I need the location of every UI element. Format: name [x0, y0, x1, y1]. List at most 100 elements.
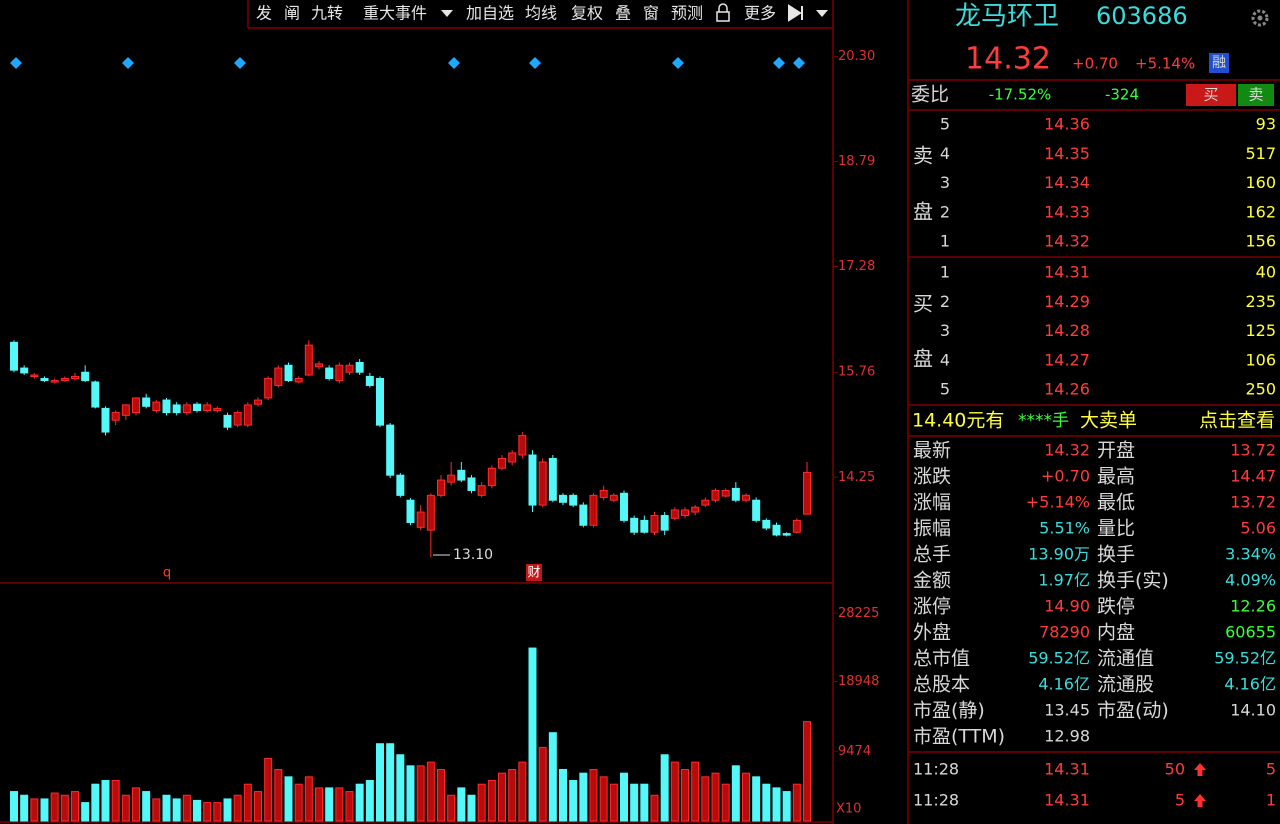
event-marker[interactable]: [448, 57, 460, 69]
stat-value: 14.90: [1044, 597, 1090, 616]
book-price: 14.31: [1044, 263, 1090, 282]
volume-bar: [325, 787, 334, 822]
stat-label: 换手: [1097, 544, 1135, 566]
volume-bar: [121, 794, 130, 822]
lock-icon[interactable]: [716, 11, 730, 22]
toolbar-item[interactable]: 发: [256, 4, 272, 23]
event-marker[interactable]: [672, 57, 684, 69]
stat-label: 流通值: [1097, 648, 1154, 670]
toolbar-item[interactable]: 更多: [744, 4, 776, 23]
event-tag[interactable]: q: [163, 566, 171, 581]
dropdown-icon[interactable]: [816, 10, 828, 17]
axis-unit: X10: [836, 802, 861, 817]
y-tick-label: 20.30: [838, 49, 875, 64]
stat-value: 3.34%: [1225, 545, 1276, 564]
candle-body: [152, 401, 161, 411]
book-level: 3: [940, 321, 950, 340]
candle-body: [416, 511, 425, 528]
candle-body: [721, 489, 730, 497]
expand-icon[interactable]: [788, 4, 803, 22]
toolbar-item[interactable]: 重大事件: [363, 4, 427, 23]
volume-bar: [457, 787, 466, 822]
volume-bar: [477, 783, 486, 822]
stat-value: 14.47: [1230, 467, 1276, 486]
volume-bar: [620, 772, 628, 822]
trade-count: 1: [1266, 791, 1276, 810]
book-price: 14.35: [1044, 144, 1090, 163]
sell-button[interactable]: [1238, 84, 1274, 106]
candle-body: [162, 399, 171, 414]
event-marker[interactable]: [773, 57, 785, 69]
buy-button[interactable]: [1186, 84, 1236, 106]
candle-body: [691, 506, 700, 513]
event-marker[interactable]: [234, 57, 246, 69]
candle-body: [254, 399, 262, 405]
event-marker[interactable]: [122, 57, 134, 69]
volume-bar: [223, 798, 232, 822]
candle-body: [803, 471, 811, 515]
candle-body: [396, 474, 405, 496]
toolbar-item[interactable]: 阐: [284, 4, 300, 23]
toolbar-item[interactable]: 预测: [671, 4, 703, 23]
candle-body: [467, 477, 476, 491]
volume-bar: [518, 761, 527, 822]
candle-body: [325, 367, 334, 379]
candle-body: [528, 454, 537, 506]
toolbar-item[interactable]: 窗: [643, 4, 659, 23]
price-change-pct: +5.14%: [1135, 55, 1195, 73]
low-annotation: 13.10: [453, 547, 493, 563]
stat-label: 量比: [1097, 518, 1135, 540]
dropdown-icon[interactable]: [441, 10, 453, 17]
event-marker[interactable]: [529, 57, 541, 69]
book-level: 4: [940, 350, 950, 369]
candle-body: [71, 375, 79, 379]
event-marker[interactable]: [793, 57, 805, 69]
toolbar-item[interactable]: 均线: [525, 4, 557, 23]
candle-body: [142, 397, 151, 407]
candle-body: [203, 404, 212, 411]
candle-body: [762, 519, 771, 529]
toolbar-item[interactable]: 叠: [615, 4, 631, 23]
trade-price: 14.31: [1044, 791, 1090, 810]
candle-body: [81, 371, 90, 382]
sell-label[interactable]: 卖: [1248, 86, 1263, 104]
event-tag-bg: [526, 564, 542, 581]
volume-bar: [406, 765, 415, 822]
volume-bar: [172, 798, 181, 822]
volume-bar: [437, 768, 445, 822]
candle-body: [498, 457, 506, 469]
candle-body: [660, 515, 669, 531]
last-price: 14.32: [965, 42, 1051, 77]
event-tag[interactable]: 财: [527, 566, 540, 581]
candle-body: [335, 364, 344, 382]
stat-label: 市盈(动): [1097, 700, 1169, 722]
book-side-label: 卖: [913, 144, 933, 168]
big-order-link[interactable]: 点击查看: [1199, 410, 1275, 432]
candle-body: [620, 492, 628, 521]
volume-bar: [396, 754, 405, 822]
volume-bar: [233, 794, 242, 822]
stat-label: 最低: [1097, 492, 1135, 514]
stock-code: 603686: [1096, 2, 1188, 30]
stat-value: 59.52亿: [1028, 649, 1090, 668]
volume-bar: [630, 783, 639, 822]
volume-bar: [681, 768, 689, 822]
toolbar-item[interactable]: 复权: [571, 4, 603, 23]
candle-body: [731, 487, 740, 501]
candle-body: [345, 364, 354, 373]
candle-body: [569, 494, 578, 506]
volume-bar: [711, 772, 720, 822]
candle-body: [91, 381, 100, 408]
price-change: +0.70: [1072, 55, 1118, 73]
volume-bar: [50, 792, 59, 822]
stat-value: +0.70: [1041, 467, 1090, 486]
toolbar-item[interactable]: 九转: [311, 4, 343, 23]
toolbar-item[interactable]: 加自选: [466, 4, 514, 23]
event-marker[interactable]: [10, 57, 22, 69]
book-side-label: 盘: [913, 200, 933, 224]
buy-label[interactable]: 买: [1203, 86, 1218, 104]
settings-icon[interactable]: [1251, 9, 1269, 27]
volume-bar: [315, 787, 323, 822]
volume-bar: [162, 794, 171, 822]
candle-body: [630, 517, 639, 533]
